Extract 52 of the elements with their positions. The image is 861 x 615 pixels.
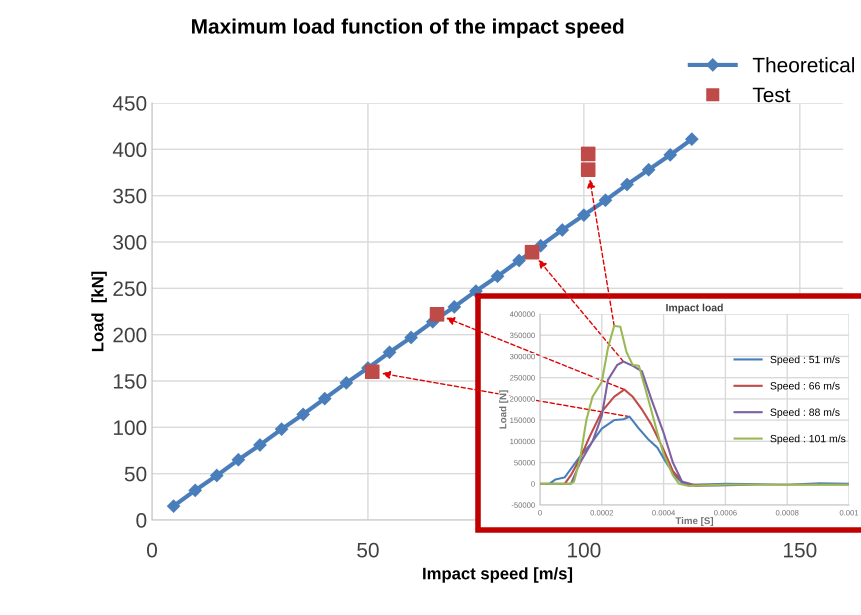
x-axis-title: Time [S] — [676, 516, 714, 526]
y-tick-label: 300 — [113, 235, 146, 250]
point — [642, 163, 656, 176]
y-tick-label: 350 — [113, 188, 146, 204]
x-axis-title: Impact speed [m/s] — [423, 567, 572, 583]
point — [580, 162, 596, 178]
point — [404, 330, 418, 344]
point — [664, 148, 677, 162]
point — [296, 408, 310, 421]
point — [598, 194, 612, 207]
y-tick-label: 450 — [112, 96, 146, 111]
y-tick-label: 400 — [112, 142, 146, 158]
point — [448, 300, 461, 314]
legend-label: Speed : 51 m/s — [770, 356, 840, 366]
y-axis-title: Load [N] — [499, 390, 508, 429]
point — [524, 244, 540, 260]
chart-title: Maximum load function of the impact speed — [192, 18, 624, 38]
legend-label: Speed : 88 m/s — [770, 408, 840, 418]
x-tick-label: 150 — [784, 542, 816, 558]
legend-label: Speed : 101 m/s — [770, 434, 846, 444]
y-axis-title: Load [kN] — [91, 272, 107, 352]
y-tick-label: 50 — [124, 466, 146, 482]
point — [685, 132, 698, 146]
legend-label: Test — [752, 88, 790, 102]
point — [167, 500, 180, 513]
point — [210, 468, 224, 482]
point — [274, 422, 288, 436]
point — [364, 364, 380, 380]
point — [318, 392, 332, 406]
point — [580, 146, 596, 162]
line-series — [540, 324, 849, 487]
point — [188, 484, 202, 497]
y-tick-label: 250 — [113, 281, 146, 296]
y-tick-label: 150 — [114, 374, 146, 389]
point — [430, 306, 444, 322]
x-tick-label: 100 — [568, 542, 600, 558]
x-tick-label: 50 — [357, 542, 379, 558]
point — [253, 438, 267, 452]
x-tick-label: 0 — [147, 542, 157, 558]
point — [577, 208, 590, 222]
point — [556, 223, 569, 237]
point — [232, 453, 245, 466]
point — [620, 178, 634, 192]
point — [512, 254, 526, 268]
legend-label: Theoretical — [752, 57, 854, 72]
y-tick-label: 200 — [113, 328, 146, 342]
point — [490, 270, 504, 283]
y-tick-label: 100 — [114, 420, 146, 436]
legend-label: Speed : 66 m/s — [770, 382, 840, 392]
point — [382, 346, 396, 359]
chart-title: Impact load — [666, 304, 723, 314]
point — [340, 376, 353, 390]
